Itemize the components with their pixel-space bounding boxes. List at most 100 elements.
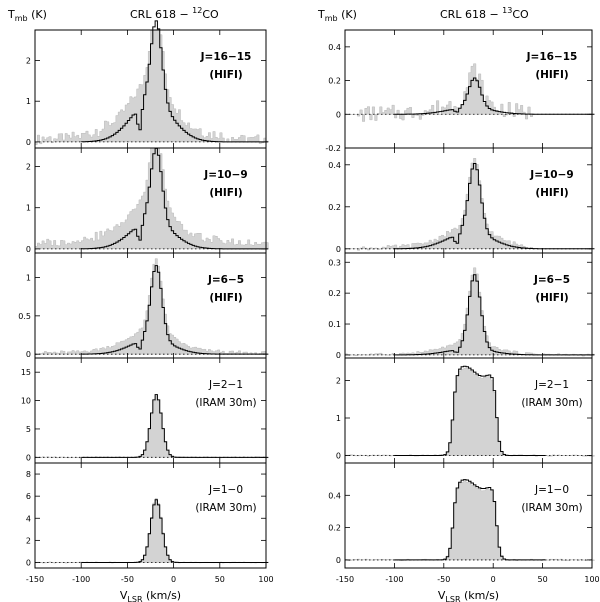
transition-label: J=2−1 <box>208 379 243 391</box>
y-tick-label: 5 <box>26 425 31 434</box>
y-tick-label: 0 <box>336 452 341 461</box>
y-axis-label: Tmb (K) <box>7 8 47 23</box>
instrument-label: (HIFI) <box>535 187 568 199</box>
model-spectrum <box>394 274 595 356</box>
y-tick-label: 2 <box>26 57 31 66</box>
x-tick-label: -100 <box>385 575 403 584</box>
x-tick-label: -100 <box>72 575 90 584</box>
transition-label: J=6−5 <box>533 274 570 286</box>
y-tick-label: 8 <box>26 470 31 479</box>
x-tick-label: -150 <box>26 575 44 584</box>
y-tick-label: 4 <box>26 514 31 523</box>
y-tick-label: 0.2 <box>328 203 341 212</box>
chart-title: CRL 618 − 13CO <box>440 6 529 21</box>
y-tick-label: 15 <box>21 368 31 377</box>
model-spectrum <box>394 479 546 561</box>
instrument-label: (HIFI) <box>209 187 242 199</box>
instrument-label: (IRAM 30m) <box>521 397 582 409</box>
model-spectrum <box>394 77 595 115</box>
title-molecule: CO <box>512 8 529 21</box>
model-spectrum <box>394 365 546 456</box>
y-tick-label: 0.3 <box>328 258 341 267</box>
panel-0-2: 0 0.5 1 J=6−5 (HIFI) <box>18 252 269 359</box>
transition-label: J=6−5 <box>207 274 244 286</box>
title-isotope: 12 <box>192 6 202 15</box>
y-tick-label: 1 <box>26 274 31 283</box>
transition-label: J=10−9 <box>203 169 247 181</box>
transition-label: J=16−15 <box>526 51 578 63</box>
panel-0-1: 0 1 2 J=10−9 (HIFI) <box>26 147 269 254</box>
y-tick-label: 0.2 <box>328 524 341 533</box>
x-tick-label: -50 <box>121 575 134 584</box>
panel-1-4: 0 0.2 0.4 J=1−0 (IRAM 30m) <box>328 462 595 569</box>
y-tick-label: 0 <box>336 556 341 565</box>
x-axis-label-unit: (km/s) <box>461 589 500 602</box>
panel-1-3: 0 1 2 J=2−1 (IRAM 30m) <box>336 357 595 464</box>
y-tick-label: 1 <box>26 97 31 106</box>
x-axis-label: VLSR (km/s) <box>120 589 181 602</box>
y-tick-label: 0 <box>336 245 341 254</box>
instrument-label: (IRAM 30m) <box>521 502 582 514</box>
y-tick-label: -0.2 <box>325 144 341 153</box>
x-tick-label: 50 <box>215 575 225 584</box>
y-tick-label: 6 <box>26 492 31 501</box>
y-tick-label: 0.2 <box>328 289 341 298</box>
y-tick-label: 0 <box>336 110 341 119</box>
model-spectrum <box>81 265 269 355</box>
panel-frame <box>344 462 593 569</box>
y-axis-label-unit: (K) <box>28 8 47 21</box>
panel-0-3: 0 5 10 15 J=2−1 (IRAM 30m) <box>21 357 269 464</box>
transition-label: J=1−0 <box>534 484 569 496</box>
instrument-label: (IRAM 30m) <box>195 502 256 514</box>
model-spectrum <box>81 147 269 250</box>
title-isotope: 13 <box>502 6 512 15</box>
panel-1-0: -0.2 0 0.2 0.4 J=16−15 (HIFI) <box>325 29 595 153</box>
y-tick-label: 0.5 <box>18 312 31 321</box>
x-axis-label-sub: LSR <box>445 595 461 602</box>
x-tick-label: -50 <box>437 575 450 584</box>
y-tick-label: 0.4 <box>328 161 341 170</box>
model-spectrum <box>81 394 269 458</box>
y-tick-label: 1 <box>336 414 341 423</box>
chart-title: CRL 618 − 12CO <box>130 6 219 21</box>
observed-spectrum <box>34 147 269 250</box>
y-tick-label: 0 <box>26 350 31 359</box>
model-spectrum <box>394 163 595 250</box>
y-tick-label: 1 <box>26 204 31 213</box>
y-axis-label-sub: mb <box>325 14 338 23</box>
x-tick-label: 100 <box>584 575 599 584</box>
transition-label: J=2−1 <box>534 379 569 391</box>
instrument-label: (HIFI) <box>535 292 568 304</box>
panel-frame <box>34 462 267 569</box>
y-tick-label: 0.1 <box>328 320 341 329</box>
y-axis-label-sub: mb <box>15 14 28 23</box>
instrument-label: (HIFI) <box>535 69 568 81</box>
y-tick-label: 0 <box>26 558 31 567</box>
chart-13co: Tmb (K) CRL 618 − 13CO -0.2 0 0.2 0.4 J=16−15 (… <box>317 6 600 602</box>
instrument-label: (HIFI) <box>209 69 242 81</box>
y-tick-label: 10 <box>21 397 31 406</box>
x-axis-label-sub: LSR <box>127 595 143 602</box>
panel-1-2: 0 0.1 0.2 0.3 J=6−5 (HIFI) <box>328 252 595 360</box>
y-tick-label: 0.4 <box>328 491 341 500</box>
y-tick-label: 0 <box>336 351 341 360</box>
panel-0-0: 0 1 2 J=16−15 (HIFI) <box>26 20 269 149</box>
transition-label: J=10−9 <box>529 169 573 181</box>
y-tick-label: 0 <box>26 453 31 462</box>
x-tick-label: 100 <box>258 575 273 584</box>
instrument-label: (IRAM 30m) <box>195 397 256 409</box>
x-axis-label-unit: (km/s) <box>143 589 182 602</box>
transition-label: J=1−0 <box>208 484 243 496</box>
y-tick-label: 2 <box>26 536 31 545</box>
y-tick-label: 0.4 <box>328 43 341 52</box>
y-tick-label: 0 <box>26 245 31 254</box>
x-tick-label: 50 <box>538 575 548 584</box>
y-tick-label: 2 <box>336 377 341 386</box>
x-tick-label: 0 <box>171 575 176 584</box>
observed-spectrum <box>345 63 595 122</box>
model-spectrum <box>81 20 269 143</box>
instrument-label: (HIFI) <box>209 292 242 304</box>
x-axis-label: VLSR (km/s) <box>438 589 499 602</box>
